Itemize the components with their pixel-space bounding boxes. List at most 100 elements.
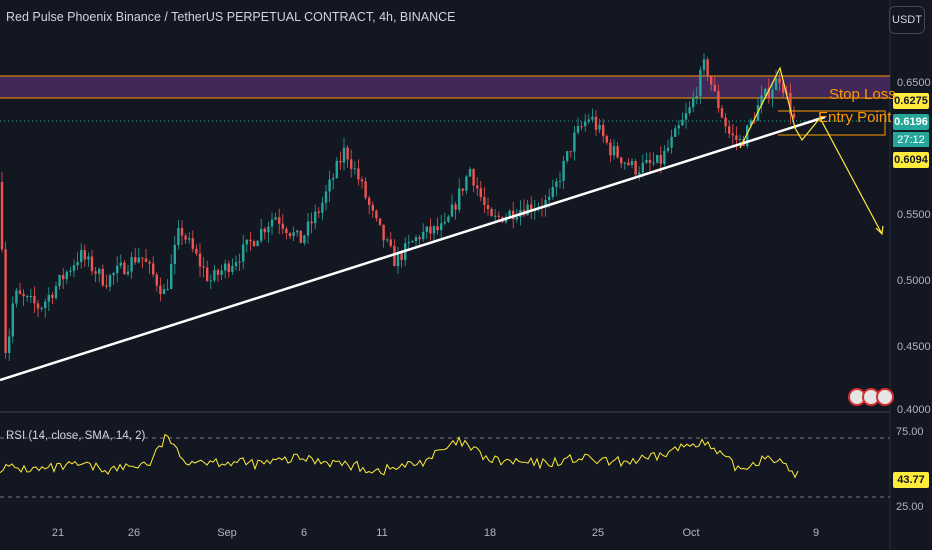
candle-body	[717, 91, 720, 109]
candle-body	[447, 216, 450, 222]
candle-body	[339, 160, 342, 163]
candle-body	[317, 211, 320, 213]
candle-body	[612, 146, 616, 156]
events-flags[interactable]	[848, 388, 894, 412]
candle-body	[652, 162, 655, 164]
candle-body	[645, 159, 648, 163]
candle-body	[263, 228, 266, 233]
candle-body	[418, 237, 421, 240]
candle-body	[429, 226, 432, 234]
candle-body	[51, 294, 54, 299]
candle-body	[648, 159, 652, 163]
time-tick: 11	[376, 527, 388, 539]
candle-body	[62, 275, 65, 280]
candle-body	[260, 228, 263, 241]
candle-body	[112, 273, 115, 276]
candle-body	[108, 275, 112, 287]
candle-body	[670, 136, 673, 148]
time-tick: 26	[127, 527, 141, 539]
price-tick: 0.5500	[897, 209, 931, 221]
candle-body	[360, 179, 364, 182]
candle-body	[692, 97, 695, 108]
candle-body	[105, 285, 108, 287]
candle-body	[609, 142, 612, 156]
candle-body	[778, 78, 781, 84]
candle-body	[191, 238, 194, 249]
event-flag-icon[interactable]	[876, 388, 894, 406]
candle-body	[569, 151, 572, 153]
support-trendline[interactable]	[0, 115, 826, 382]
candle-body	[407, 242, 410, 244]
stop-loss-label[interactable]: Stop Loss	[829, 86, 896, 103]
candle-body	[382, 224, 385, 241]
entry-zone-box[interactable]	[778, 110, 886, 136]
candle-body	[314, 211, 317, 224]
candle-body	[227, 263, 230, 272]
candle-body	[209, 280, 212, 282]
price-tick: 0.4000	[897, 404, 931, 416]
stop-loss-zone[interactable]	[0, 76, 890, 98]
price-tick: 0.4500	[897, 341, 931, 353]
candle-body	[180, 228, 184, 236]
candle-body	[278, 217, 281, 224]
candle-body	[152, 263, 155, 275]
candle-body	[389, 239, 392, 246]
candle-body	[591, 116, 594, 120]
time-tick: 9	[812, 527, 820, 539]
price-tick: 0.5000	[897, 275, 931, 287]
candle-body	[749, 120, 752, 126]
candle-body	[80, 250, 83, 262]
projection-path[interactable]	[739, 66, 883, 235]
candle-body	[18, 290, 22, 294]
candle-body	[310, 221, 313, 224]
candle-body	[659, 155, 662, 164]
candle-body	[461, 188, 464, 191]
candle-body	[328, 179, 331, 192]
rsi-upper-tick: 75.00	[896, 426, 924, 438]
price-tick: 0.6500	[897, 77, 931, 89]
currency-button[interactable]: USDT	[889, 6, 925, 34]
candle-body	[422, 231, 425, 240]
candle-body	[663, 150, 666, 164]
candle-body	[393, 245, 396, 267]
candle-body	[576, 126, 580, 133]
candle-body	[321, 202, 324, 213]
candle-body	[324, 191, 328, 203]
rsi-lower-tick: 25.00	[896, 501, 924, 513]
candle-body	[782, 83, 785, 93]
candle-body	[11, 303, 14, 337]
candle-body	[699, 69, 702, 97]
rsi-indicator-label[interactable]: RSI (14, close, SMA, 14, 2)	[6, 430, 146, 442]
candle-body	[720, 108, 724, 118]
candle-body	[98, 268, 101, 274]
candle-body	[292, 232, 295, 237]
candle-body	[58, 275, 61, 287]
candlestick-series	[0, 53, 796, 361]
entry-price-tag: 0.6094	[893, 152, 929, 168]
candle-body	[216, 270, 220, 275]
candle-body	[465, 176, 468, 191]
candle-body	[630, 161, 634, 166]
candle-body	[562, 160, 565, 181]
candle-body	[767, 88, 770, 99]
candle-body	[148, 261, 151, 264]
candle-body	[141, 257, 144, 259]
candle-body	[231, 265, 234, 272]
candle-body	[584, 121, 587, 127]
candle-body	[94, 271, 97, 274]
candle-body	[22, 293, 25, 297]
candle-body	[508, 210, 511, 217]
candle-body	[371, 204, 374, 211]
entry-point-label[interactable]: Entry Point	[818, 109, 892, 126]
candle-body	[202, 266, 205, 268]
candle-body	[299, 230, 302, 244]
candle-body	[15, 290, 18, 304]
candle-body	[368, 197, 371, 205]
candle-body	[620, 157, 623, 164]
candle-body	[288, 233, 292, 237]
candle-body	[332, 178, 335, 180]
candle-body	[83, 250, 86, 260]
candle-body	[36, 303, 40, 309]
